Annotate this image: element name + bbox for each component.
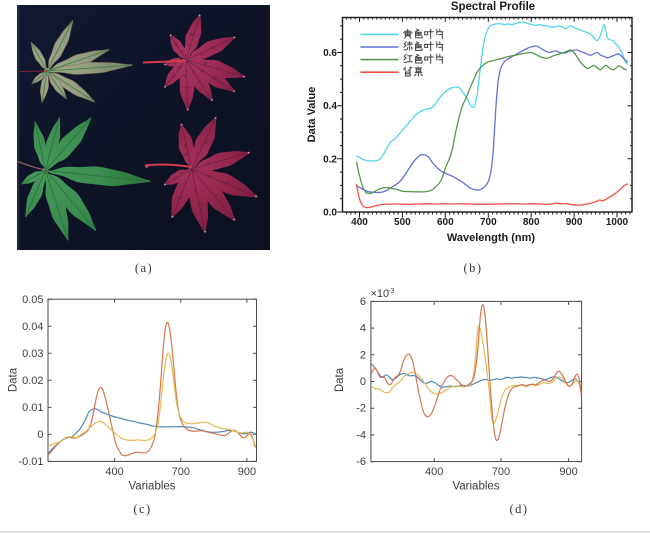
svg-text:700: 700: [480, 217, 497, 228]
svg-text:Data: Data: [334, 367, 346, 392]
svg-text:0.02: 0.02: [22, 375, 43, 387]
svg-text:1000: 1000: [606, 217, 629, 228]
svg-text:0: 0: [360, 376, 366, 388]
svg-text:-2: -2: [356, 403, 366, 415]
svg-text:0.05: 0.05: [22, 294, 43, 306]
svg-text:(a): (a): [135, 261, 153, 275]
svg-text:0.4: 0.4: [323, 101, 337, 112]
svg-text:×10: ×10: [371, 288, 390, 300]
svg-text:500: 500: [394, 217, 411, 228]
svg-text:0.2: 0.2: [323, 154, 337, 165]
svg-text:0.6: 0.6: [323, 48, 337, 59]
svg-text:Variables: Variables: [452, 481, 499, 493]
svg-text:(c): (c): [133, 502, 151, 516]
svg-text:0.04: 0.04: [22, 321, 43, 333]
svg-text:900: 900: [559, 466, 577, 478]
svg-text:4: 4: [360, 323, 366, 335]
svg-text:Spectral Profile: Spectral Profile: [451, 1, 535, 13]
svg-text:-4: -4: [356, 429, 366, 441]
svg-text:Variables: Variables: [128, 481, 175, 493]
svg-text:400: 400: [351, 217, 368, 228]
svg-text:900: 900: [238, 466, 256, 478]
svg-text:-0.01: -0.01: [18, 456, 43, 468]
svg-text:700: 700: [172, 466, 190, 478]
svg-text:-6: -6: [356, 456, 366, 468]
svg-text:0.0: 0.0: [323, 208, 337, 219]
svg-text:Data Value: Data Value: [306, 87, 318, 143]
svg-text:-3: -3: [388, 286, 395, 295]
svg-text:(d): (d): [509, 502, 528, 516]
svg-text:400: 400: [425, 466, 443, 478]
svg-text:Data: Data: [8, 367, 20, 392]
svg-text:0.01: 0.01: [22, 402, 43, 414]
svg-text:700: 700: [492, 466, 510, 478]
svg-text:600: 600: [437, 217, 454, 228]
svg-text:6: 6: [360, 296, 366, 308]
svg-text:800: 800: [523, 217, 540, 228]
svg-text:2: 2: [360, 349, 366, 361]
svg-text:900: 900: [566, 217, 583, 228]
svg-text:Wavelength (nm): Wavelength (nm): [447, 232, 536, 244]
svg-text:0.03: 0.03: [22, 348, 43, 360]
svg-text:400: 400: [105, 466, 123, 478]
svg-text:(b): (b): [463, 261, 482, 275]
svg-text:0: 0: [37, 429, 43, 441]
